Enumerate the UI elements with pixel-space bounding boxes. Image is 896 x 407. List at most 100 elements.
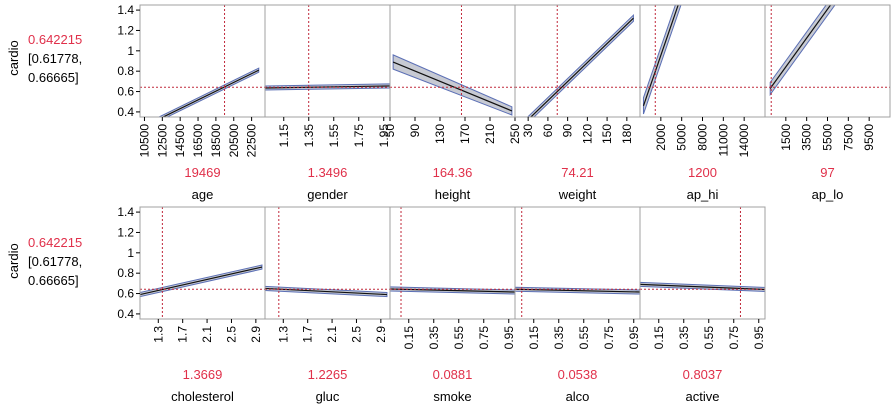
factor-name: alco [566, 389, 590, 404]
profile-panel-height[interactable]: 50 90 130 170 210 250 164.36 height [383, 4, 522, 202]
profile-panel-gender[interactable]: 1.15 1.35 1.55 1.75 1.95 1.3496 gender [264, 4, 391, 202]
plot-area [390, 207, 515, 319]
x-tick-label: 1500 [779, 124, 793, 151]
x-tick-label: 0.15 [527, 326, 541, 350]
factor-name: smoke [433, 389, 471, 404]
factor-current-value[interactable]: 1.3496 [308, 165, 348, 180]
prediction-line [640, 283, 765, 291]
x-tick-label: 5000 [675, 124, 689, 151]
plot-area [140, 207, 265, 319]
factor-current-value[interactable]: 1.3669 [183, 367, 223, 382]
profile-panel-ap_hi[interactable]: 2000 5000 8000 11000 14000 1200 ap_hi [639, 0, 766, 202]
x-tick-label: 1.95 [377, 124, 391, 148]
factor-name: active [686, 389, 720, 404]
profile-panel-ap_lo[interactable]: 1500 3500 5500 7500 9500 97 ap_lo [764, 0, 891, 202]
factor-name: gluc [316, 389, 340, 404]
y-tick-label: 0.4 [117, 105, 134, 119]
profile-panel-age[interactable]: 10500 12500 14500 16500 18500 20500 22500 19469… [137, 4, 266, 202]
factor-current-value[interactable]: 1.2265 [308, 367, 348, 382]
profile-panel-active[interactable]: 0.15 0.35 0.55 0.75 0.95 0.8037 active [639, 206, 766, 404]
profile-panel-cholesterol[interactable]: 1.3 1.7 2.1 2.5 2.9 1.3669 cholesterol [139, 206, 266, 404]
x-tick-label: 2.9 [374, 326, 388, 343]
profile-panel-alco[interactable]: 0.15 0.35 0.55 0.75 0.95 0.0538 alco [514, 206, 641, 404]
x-tick-label: 1.3 [151, 326, 165, 343]
x-tick-label: 1.75 [352, 124, 366, 148]
x-tick-label: 18500 [209, 124, 223, 158]
factor-current-value[interactable]: 1200 [688, 165, 717, 180]
x-tick-label: 2000 [654, 124, 668, 151]
panel-frame [764, 4, 891, 118]
factor-current-value[interactable]: 0.0538 [558, 367, 598, 382]
plot-area [140, 5, 265, 117]
x-tick-label: 22500 [245, 124, 259, 158]
plot-area [265, 207, 390, 319]
x-tick-label: 250 [508, 124, 522, 144]
x-tick-label: 150 [600, 124, 614, 144]
x-tick-label: 11000 [716, 124, 730, 157]
y-tick-label: 0.6 [117, 85, 134, 99]
y-tick-label: 1 [127, 44, 134, 58]
factor-name: ap_hi [687, 187, 719, 202]
factor-current-value[interactable]: 19469 [184, 165, 220, 180]
factor-name: height [435, 187, 471, 202]
x-tick-label: 120 [580, 124, 594, 144]
factor-current-value[interactable]: 0.8037 [683, 367, 723, 382]
prediction-line [392, 61, 513, 112]
prediction-line [769, 5, 832, 89]
profile-panel-weight[interactable]: 30 60 90 120 150 180 74.21 weight [514, 4, 641, 202]
x-tick-label: 0.35 [677, 326, 691, 350]
x-tick-label: 90 [408, 124, 422, 138]
x-tick-label: 0.35 [427, 326, 441, 350]
x-tick-label: 5500 [821, 124, 835, 151]
prediction-line [161, 69, 260, 117]
x-tick-label: 9500 [862, 124, 876, 151]
x-tick-label: 0.75 [727, 326, 741, 350]
plot-area [640, 5, 765, 117]
x-tick-label: 1.3 [276, 326, 290, 343]
x-tick-label: 90 [561, 124, 575, 138]
plot-area [640, 207, 765, 319]
x-tick-label: 210 [483, 124, 497, 144]
panel-frame [389, 206, 516, 320]
x-tick-label: 30 [521, 124, 535, 138]
panel-frame [639, 206, 766, 320]
y-axis-label: cardio [6, 40, 21, 75]
x-tick-label: 2.9 [249, 326, 263, 343]
x-tick-label: 12500 [155, 124, 169, 158]
y-tick-label: 1.2 [117, 23, 134, 37]
confidence-interval-high: 0.66665] [28, 273, 79, 288]
x-tick-label: 0.55 [702, 326, 716, 350]
factor-current-value[interactable]: 97 [820, 165, 834, 180]
x-tick-label: 130 [433, 124, 447, 144]
x-tick-label: 1.55 [327, 124, 341, 148]
x-tick-label: 20500 [227, 124, 241, 158]
x-tick-label: 0.55 [577, 326, 591, 350]
factor-current-value[interactable]: 0.0881 [433, 367, 473, 382]
plot-area [390, 5, 515, 117]
plot-area [265, 5, 390, 117]
row-labels: cardio 0.642215 [0.61778, 0.66665] cardi… [6, 32, 82, 288]
confidence-interval-high: 0.66665] [28, 70, 79, 85]
plot-area [515, 207, 640, 319]
confidence-interval-low: [0.61778, [28, 254, 82, 269]
factor-name: weight [558, 187, 597, 202]
plot-area [515, 5, 640, 117]
profile-panel-smoke[interactable]: 0.15 0.35 0.55 0.75 0.95 0.0881 smoke [389, 206, 516, 404]
x-tick-label: 0.75 [602, 326, 616, 350]
panel-frame [264, 4, 391, 118]
profile-panel-gluc[interactable]: 1.3 1.7 2.1 2.5 2.9 1.2265 gluc [264, 206, 391, 404]
x-tick-label: 60 [541, 124, 555, 138]
x-tick-label: 2.1 [200, 326, 214, 343]
x-tick-label: 2.5 [349, 326, 363, 343]
x-tick-label: 180 [620, 124, 634, 144]
factor-current-value[interactable]: 164.36 [433, 165, 473, 180]
x-tick-label: 8000 [696, 124, 710, 151]
y-tick-label: 0.6 [117, 287, 134, 301]
x-tick-label: 0.95 [502, 326, 516, 350]
x-tick-label: 0.55 [452, 326, 466, 350]
panel-frame [514, 206, 641, 320]
panel-frame [264, 206, 391, 320]
factor-current-value[interactable]: 74.21 [561, 165, 594, 180]
plot-area [765, 5, 890, 117]
y-axis: 1.4 1.2 1 0.8 0.6 0.4 [117, 3, 140, 119]
